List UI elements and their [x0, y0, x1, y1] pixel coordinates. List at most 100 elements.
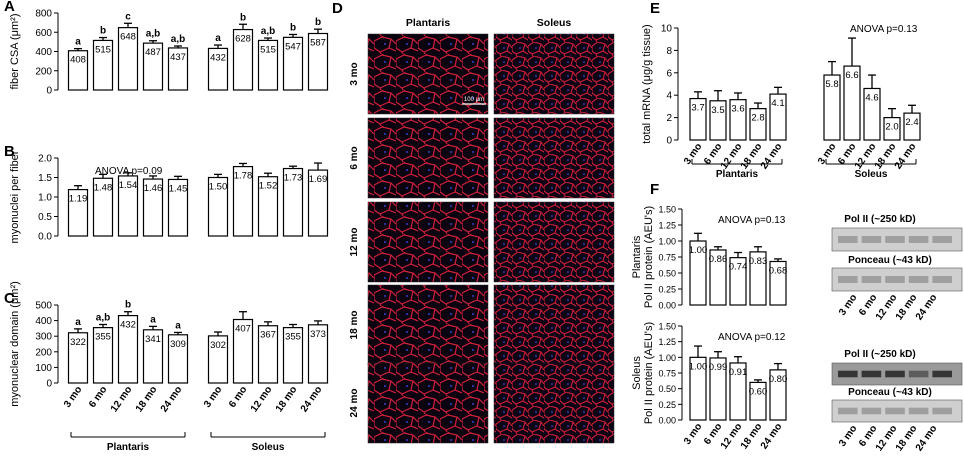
bar-value-label: 0.80 — [769, 374, 788, 385]
y-tick-label: 300 — [35, 332, 52, 343]
bar — [92, 327, 114, 384]
bar — [232, 28, 254, 91]
bar-value-label: 367 — [260, 330, 276, 341]
blot-band — [861, 407, 882, 415]
blot-band — [838, 236, 858, 243]
panel-label-C: C — [4, 290, 15, 307]
y-tick-label: 0.00 — [658, 301, 676, 311]
ponceau-blot-plantaris — [831, 267, 963, 292]
blot-band — [932, 236, 952, 243]
bar-value-label: 341 — [145, 334, 161, 345]
x-tick-label: 3 mo — [202, 384, 224, 409]
y-tick-label: 1.25 — [658, 337, 676, 347]
y-tick-label: 200 — [35, 347, 52, 358]
bar-value-label: 302 — [210, 340, 226, 351]
blot-band — [932, 276, 952, 283]
blot-band — [838, 370, 858, 378]
micrograph-image — [367, 362, 489, 444]
image-row-label: 3 mo — [349, 62, 360, 85]
y-axis-title: Pol II protein (AEU's) — [643, 206, 655, 308]
blot-label: Pol II (~250 kD) — [844, 349, 915, 360]
bar — [307, 169, 329, 237]
scale-bar-label: 100 μm — [464, 97, 484, 103]
y-axis-title: Soleus — [631, 356, 643, 390]
blot-band — [908, 407, 929, 415]
significance-letter: b — [315, 17, 321, 28]
blot-band — [838, 276, 858, 283]
bar-value-label: 4.1 — [771, 98, 784, 109]
blot-label: Pol II (~250 kD) — [844, 214, 915, 225]
y-tick-label: 0.75 — [658, 369, 676, 379]
bar — [117, 175, 139, 237]
bar — [117, 27, 139, 91]
y-tick-label: 10 — [661, 24, 673, 35]
blot-label: Ponceau (~43 kD) — [848, 255, 932, 266]
y-tick-label: 6 — [666, 68, 672, 79]
bar — [883, 116, 901, 141]
bar-value-label: 1.45 — [169, 183, 188, 194]
significance-letter: b — [125, 300, 131, 311]
group-label-soleus: Soleus — [252, 442, 285, 453]
y-tick-label: 400 — [35, 47, 52, 58]
bar — [307, 32, 329, 91]
micrograph-image — [493, 284, 615, 366]
bar-value-label: 587 — [310, 38, 326, 49]
bar-value-label: 648 — [120, 32, 136, 43]
x-tick-label: 3 mo — [62, 384, 84, 409]
bar — [92, 39, 114, 91]
bar — [142, 42, 164, 91]
y-axis-title: Pol II protein (AEU's) — [643, 322, 655, 424]
bar — [709, 249, 727, 306]
bar-value-label: 547 — [285, 41, 301, 52]
blot-band — [932, 407, 952, 415]
bar — [863, 87, 881, 141]
x-tick-label: 18 mo — [134, 384, 160, 414]
bar — [749, 251, 767, 306]
y-tick-label: 4 — [666, 91, 672, 102]
x-tick-label: 24 mo — [914, 292, 940, 322]
bar-value-label: 1.52 — [259, 181, 278, 192]
bar — [729, 362, 747, 421]
y-tick-label: 0.50 — [658, 384, 676, 394]
y-tick-label: 2 — [666, 113, 672, 124]
y-tick-label: 0.0 — [38, 232, 52, 243]
y-tick-label: 100 — [35, 363, 52, 374]
bar — [257, 39, 279, 91]
panel-label-F: F — [650, 181, 659, 198]
anova-annotation: ANOVA p=0.13 — [850, 24, 918, 35]
y-tick-label: 0.50 — [658, 269, 676, 279]
y-tick-label: 2.0 — [38, 154, 52, 165]
image-column-label: Soleus — [537, 17, 572, 29]
image-row-label: 6 mo — [349, 146, 360, 169]
bar — [307, 324, 329, 384]
x-tick-label: 3 mo — [682, 421, 704, 446]
x-tick-label: 24 mo — [914, 423, 940, 453]
y-tick-label: 1.50 — [658, 322, 676, 332]
significance-letter: a,b — [146, 29, 160, 40]
bar — [232, 165, 254, 237]
blot-band — [908, 276, 929, 283]
bar-value-label: 408 — [70, 55, 86, 66]
bar-value-label: 0.99 — [709, 362, 728, 373]
blot-band — [861, 276, 882, 283]
blot-band — [861, 370, 882, 378]
x-tick-label: 24 mo — [299, 384, 325, 414]
x-tick-label: 3 mo — [816, 141, 838, 166]
bar — [92, 177, 114, 237]
bar — [749, 108, 767, 141]
bar-value-label: 0.86 — [709, 254, 728, 265]
bar-value-label: 515 — [95, 44, 111, 55]
bar-value-label: 0.68 — [769, 265, 788, 276]
bar — [769, 369, 787, 421]
blot-band — [838, 407, 858, 415]
bar-value-label: 0.74 — [729, 262, 748, 273]
bar — [167, 178, 189, 237]
image-row-label: 18 mo — [349, 311, 360, 340]
blot-band — [885, 236, 905, 243]
panel-label-B: B — [4, 143, 15, 160]
micrograph-image — [493, 117, 615, 199]
blot-band — [932, 370, 952, 378]
bar — [843, 65, 861, 141]
bar-value-label: 3.6 — [731, 104, 744, 115]
bar — [67, 332, 89, 384]
